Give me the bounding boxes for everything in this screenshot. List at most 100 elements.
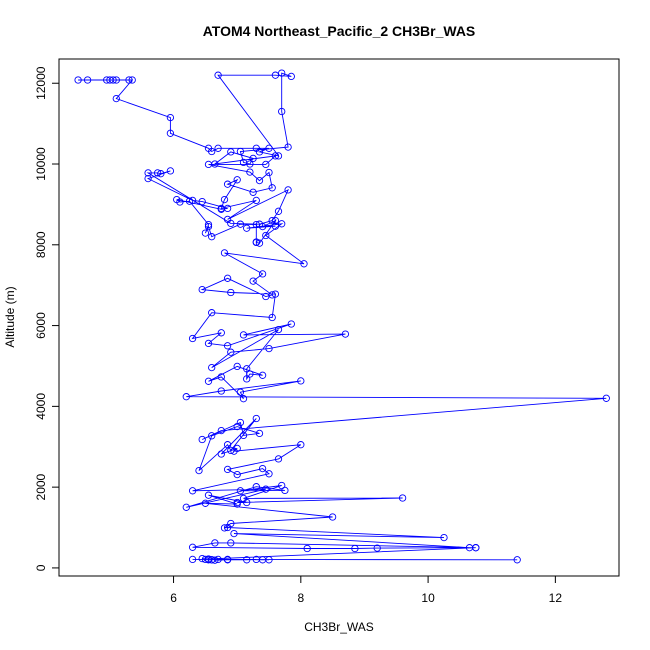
data-point	[262, 292, 270, 301]
data-point	[125, 76, 133, 84]
data-point	[157, 170, 165, 178]
data-point	[268, 313, 276, 322]
data-point	[166, 113, 175, 122]
data-point	[351, 544, 359, 553]
data-point	[204, 491, 213, 499]
x-tick-label: 12	[549, 591, 563, 605]
data-point	[227, 539, 235, 547]
data-point	[246, 160, 254, 168]
data-point	[214, 71, 222, 79]
data-point	[201, 499, 210, 507]
data-point	[214, 555, 222, 564]
data-point	[265, 168, 273, 177]
data-point	[230, 529, 238, 538]
data-point	[265, 344, 273, 353]
x-tick-label: 8	[297, 591, 304, 605]
data-point	[208, 147, 216, 156]
data-point	[278, 481, 286, 490]
data-point	[249, 188, 257, 196]
data-point	[252, 196, 260, 205]
x-tick-label: 10	[421, 591, 435, 605]
data-point	[233, 470, 241, 479]
data-point	[243, 556, 251, 564]
data-point	[236, 388, 245, 396]
data-point	[236, 487, 245, 495]
data-point	[204, 377, 213, 385]
data-point	[109, 76, 117, 84]
data-point	[271, 290, 280, 298]
series-line	[78, 72, 607, 561]
data-point	[198, 197, 206, 206]
data-point	[144, 169, 152, 177]
data-point	[258, 270, 267, 278]
data-point	[223, 465, 232, 474]
data-point	[265, 144, 273, 152]
data-point	[274, 325, 283, 334]
data-point	[265, 556, 273, 564]
data-point	[230, 447, 238, 455]
data-point	[208, 309, 216, 317]
data-point	[227, 219, 235, 228]
data-point	[268, 184, 276, 192]
y-tick-label: 4000	[34, 393, 48, 420]
data-point	[74, 76, 82, 84]
data-point	[217, 329, 225, 337]
data-point	[265, 470, 273, 478]
data-point	[341, 330, 350, 338]
data-point	[227, 446, 235, 455]
y-axis-label: Altitude (m)	[3, 286, 17, 347]
y-tick-label: 6000	[34, 312, 48, 339]
data-point	[166, 167, 175, 175]
data-point	[278, 107, 286, 116]
data-point	[287, 72, 295, 81]
data-point	[246, 370, 254, 378]
data-point	[258, 222, 267, 231]
data-point	[300, 260, 308, 268]
data-point	[223, 274, 232, 282]
data-point	[236, 147, 245, 156]
data-point	[217, 450, 225, 458]
data-point	[188, 334, 197, 343]
data-point	[249, 277, 257, 285]
data-point	[223, 441, 232, 449]
data-point	[188, 196, 197, 205]
data-point	[262, 160, 270, 169]
x-axis: 6 8 10 12	[170, 575, 563, 605]
data-point	[211, 556, 219, 564]
data-point	[284, 186, 292, 194]
data-point	[112, 76, 120, 84]
data-point	[211, 539, 219, 547]
data-point	[233, 176, 241, 184]
data-point	[255, 176, 264, 185]
data-point	[255, 148, 264, 156]
data-point	[220, 195, 229, 204]
data-point	[284, 143, 292, 151]
data-point	[239, 331, 248, 339]
data-point	[217, 205, 225, 213]
data-point	[166, 129, 175, 137]
data-point	[252, 238, 260, 247]
data-point	[217, 373, 225, 381]
data-point	[271, 71, 280, 79]
data-point	[373, 544, 381, 552]
data-point	[204, 222, 213, 231]
data-point	[185, 197, 194, 205]
data-point	[208, 363, 216, 372]
data-point	[274, 152, 283, 160]
data-point	[271, 222, 280, 230]
data-point	[223, 523, 232, 532]
data-point	[220, 249, 229, 257]
data-point	[602, 394, 610, 402]
data-point	[243, 365, 251, 373]
data-point	[398, 494, 407, 502]
data-point	[268, 216, 276, 225]
data-point	[198, 285, 206, 294]
data-point	[252, 414, 260, 423]
y-tick-label: 2000	[34, 473, 48, 500]
data-point	[255, 429, 264, 438]
data-point	[274, 455, 283, 463]
data-point	[239, 395, 248, 403]
data-point	[188, 487, 197, 495]
data-point	[297, 377, 305, 385]
